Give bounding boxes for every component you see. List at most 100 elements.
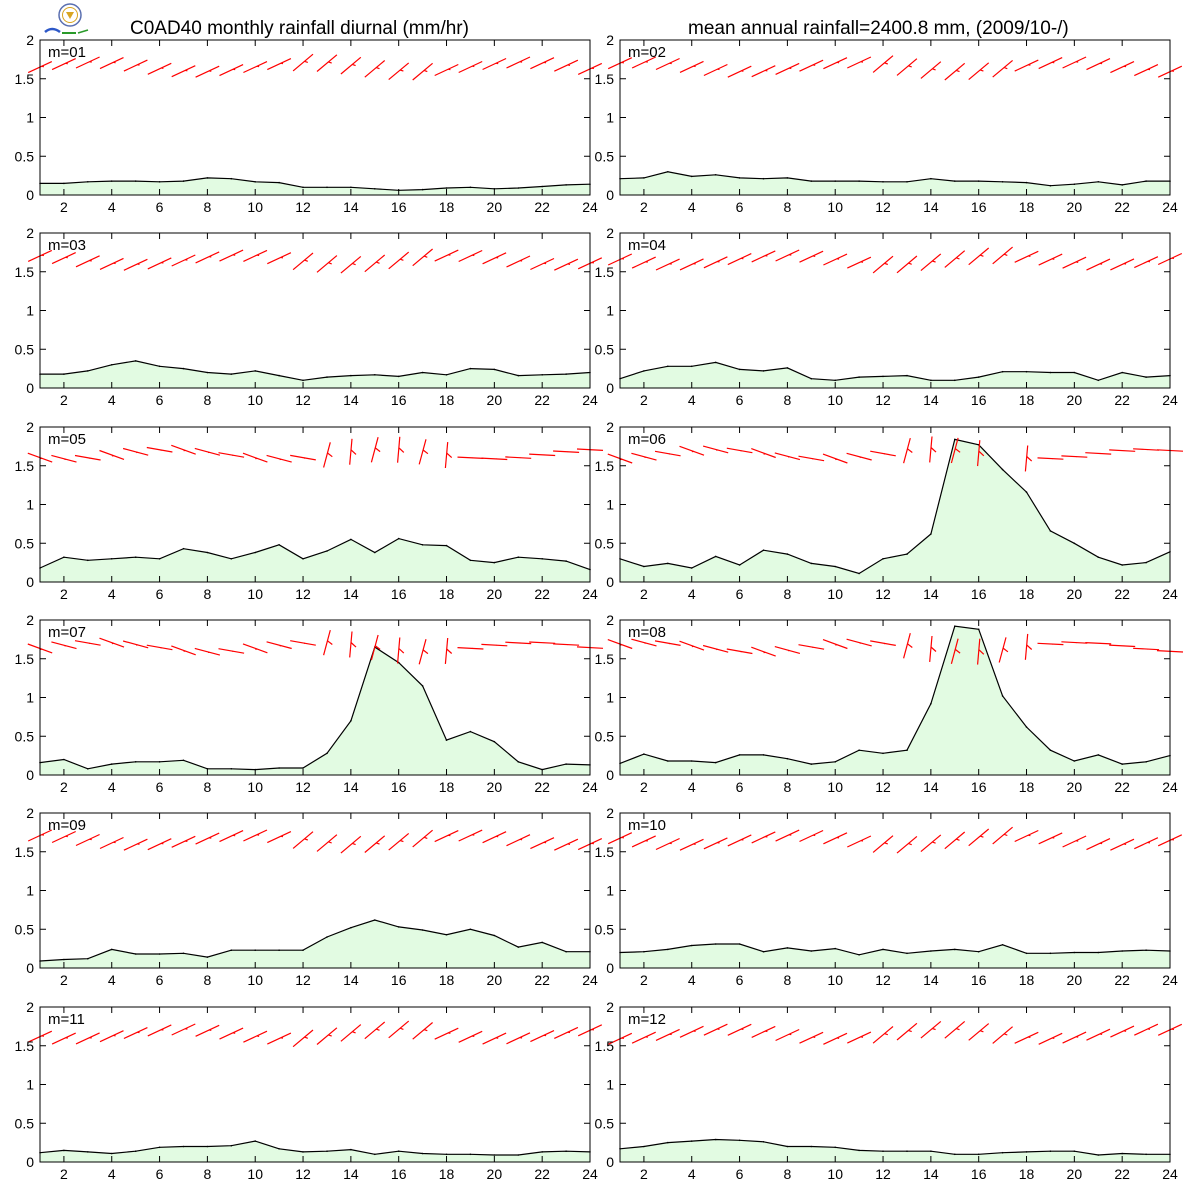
wind-barb-tick	[741, 70, 744, 72]
x-tick-label: 22	[534, 779, 550, 795]
data-point	[1001, 944, 1004, 946]
data-point	[278, 544, 280, 546]
data-point	[810, 763, 813, 765]
wind-barb	[195, 251, 220, 264]
y-tick-label: 2	[606, 225, 614, 241]
wind-barb-tick	[1075, 261, 1079, 263]
y-tick-label: 1.5	[15, 71, 35, 87]
data-point	[254, 1140, 256, 1142]
x-tick-label: 12	[875, 972, 891, 988]
wind-barb-tick	[1099, 1033, 1103, 1035]
x-tick-label: 14	[343, 779, 359, 795]
wind-barb-tick	[908, 262, 912, 265]
data-point	[134, 953, 137, 955]
wind-barb	[822, 453, 848, 464]
wind-barb-tick	[567, 263, 571, 265]
data-point	[690, 175, 693, 178]
data-point	[714, 1138, 717, 1141]
wind-barb	[679, 640, 705, 651]
x-tick-label: 10	[247, 392, 263, 408]
x-tick-label: 20	[1067, 779, 1083, 795]
wind-barb	[968, 1023, 990, 1041]
wind-barb-tick	[836, 258, 840, 260]
y-tick-label: 1.5	[595, 1038, 615, 1054]
x-tick-label: 4	[108, 392, 116, 408]
x-tick-label: 16	[391, 1166, 407, 1182]
x-tick-label: 16	[391, 586, 407, 602]
wind-barb	[950, 638, 959, 664]
data-point	[667, 171, 669, 173]
data-point	[1097, 181, 1100, 183]
wind-barb	[171, 65, 196, 78]
wind-barb	[171, 254, 196, 267]
wind-barb	[703, 63, 728, 77]
y-tick-label: 1	[26, 110, 34, 126]
x-tick-label: 20	[487, 779, 503, 795]
wind-barb-tick	[352, 262, 356, 266]
x-tick-label: 24	[1162, 1166, 1178, 1182]
data-point	[930, 950, 932, 952]
data-point	[1097, 1154, 1100, 1156]
data-point	[1049, 749, 1052, 751]
data-point	[87, 768, 89, 770]
wind-barb	[481, 457, 508, 461]
wind-barb	[74, 640, 101, 646]
wind-barb	[1085, 642, 1112, 645]
rain-line	[619, 171, 1170, 187]
wind-barb-tick	[1002, 647, 1009, 653]
x-tick-label: 8	[203, 199, 211, 215]
wind-barb	[505, 456, 532, 459]
x-tick-label: 18	[439, 972, 455, 988]
data-point	[643, 177, 645, 179]
data-point	[906, 181, 908, 183]
wind-barb-tick	[956, 1028, 960, 1031]
x-tick-label: 12	[295, 779, 311, 795]
panel-label: m=10	[628, 817, 666, 834]
data-point	[930, 177, 932, 180]
wind-barb	[903, 633, 911, 659]
wind-barb-tick	[907, 448, 913, 453]
wind-barb	[219, 830, 244, 843]
wind-barb	[798, 644, 825, 650]
data-point	[1025, 370, 1028, 373]
wind-barb	[702, 644, 729, 653]
wind-barb-tick	[113, 841, 116, 844]
data-point	[445, 1153, 448, 1156]
wind-barb-tick	[446, 648, 453, 654]
wind-barb	[267, 58, 292, 71]
data-point	[87, 370, 89, 372]
data-point	[469, 730, 472, 733]
y-tick-label: 0.5	[595, 1115, 615, 1131]
wind-barb-tick	[645, 61, 648, 63]
x-tick-label: 20	[487, 1166, 503, 1182]
wind-barb-tick	[232, 254, 236, 256]
wind-barb-tick	[41, 834, 45, 836]
wind-barb	[51, 58, 76, 71]
wind-barb-tick	[399, 1027, 404, 1030]
x-tick-label: 8	[203, 392, 211, 408]
data-point	[1025, 181, 1028, 184]
wind-barb	[1014, 1031, 1039, 1044]
data-point	[517, 187, 520, 189]
data-point	[1049, 952, 1052, 955]
data-point	[954, 438, 956, 441]
wind-barb	[1024, 633, 1029, 660]
data-point	[882, 558, 884, 560]
wind-barb	[51, 1032, 76, 1045]
wind-barb	[799, 1031, 824, 1044]
wind-barb-tick	[209, 256, 212, 258]
data-point	[302, 558, 304, 560]
data-point	[110, 180, 113, 182]
data-point	[230, 768, 233, 770]
wind-barb-tick	[280, 62, 284, 65]
wind-barb-tick	[41, 1035, 45, 1037]
wind-barb-tick	[256, 65, 260, 68]
y-tick-label: 0.5	[595, 728, 615, 744]
data-point	[517, 374, 520, 377]
data-point	[858, 572, 860, 575]
x-tick-label: 2	[640, 392, 648, 408]
data-point	[930, 702, 932, 705]
wind-barb	[1037, 642, 1064, 646]
wind-barb	[896, 835, 918, 854]
data-point	[954, 180, 956, 182]
